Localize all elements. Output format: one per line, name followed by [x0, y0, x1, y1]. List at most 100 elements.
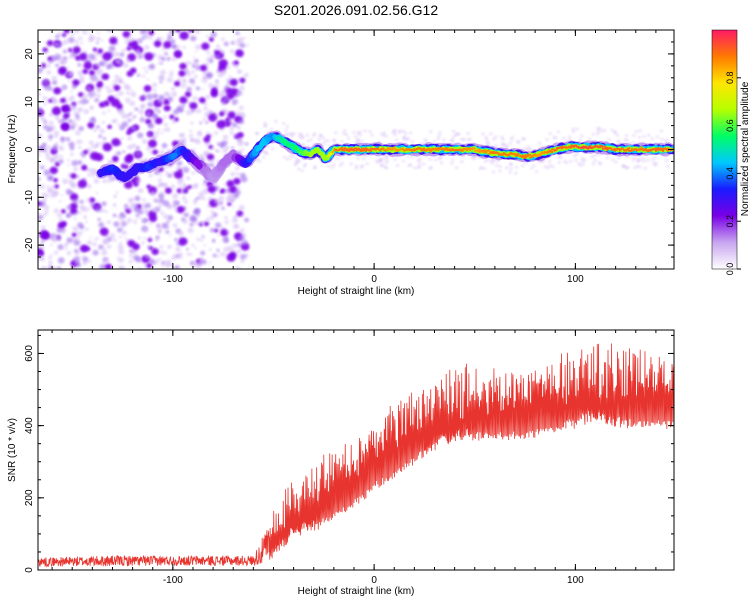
spectrogram-noise-blob: [438, 157, 441, 159]
spectrogram-noise-blob: [48, 60, 52, 63]
spectrogram-noise-blob: [58, 159, 63, 164]
spectrogram-noise-blob: [350, 163, 353, 165]
spectrogram-noise-blob: [188, 185, 192, 189]
spectrogram-noise-blob: [90, 107, 93, 110]
spectrogram-noise-blob: [136, 257, 142, 263]
spectrogram-noise-blob: [92, 93, 96, 97]
spectrogram-noise-blob: [182, 104, 185, 107]
spectrogram-noise-blob: [193, 56, 195, 58]
spectrogram-noise-blob: [102, 179, 107, 184]
spectrogram-noise-blob: [557, 131, 560, 133]
spectrogram-noise-blob: [96, 94, 100, 98]
spectrogram-noise-blob: [202, 118, 205, 121]
spectrogram-noise-blob: [126, 154, 133, 161]
spectrogram-noise-blob: [91, 90, 94, 93]
spectrogram-noise-blob: [36, 67, 43, 73]
spectrogram-noise-blob: [569, 160, 572, 162]
spectrogram-noise-blob: [188, 228, 194, 234]
spectrogram-noise-blob: [438, 132, 441, 134]
spectrogram-noise-blob: [117, 123, 120, 125]
spectrogram-noise-blob: [61, 137, 66, 141]
spectrogram-noise-blob: [226, 189, 231, 193]
spectrogram-noise-blob: [402, 160, 405, 162]
spectrogram-noise-blob: [217, 234, 220, 236]
spectrogram-noise-blob: [216, 255, 219, 258]
spectrogram-noise-blob: [52, 146, 58, 151]
spectrogram-noise-blob: [205, 218, 210, 222]
spectrogram-noise-blob: [527, 146, 530, 148]
spectrogram-noise-blob: [134, 196, 140, 201]
spectrogram-noise-blob: [127, 71, 134, 77]
spectrogram-noise-blob: [187, 252, 191, 255]
spectrogram-noise-blob: [133, 115, 136, 118]
colorbar-tick-label: 0.4: [725, 167, 735, 180]
spectrogram-noise-blob: [38, 163, 40, 165]
spectrogram-noise-blob: [42, 96, 47, 100]
spectrogram-noise-blob: [189, 78, 195, 83]
spectrogram-noise-blob: [108, 110, 111, 112]
spectrogram-noise-blob: [559, 156, 562, 158]
spectrogram-noise-blob: [529, 148, 532, 150]
spectrogram-noise-blob: [573, 154, 576, 156]
spectrogram-noise-blob: [194, 198, 197, 201]
spectrogram-noise-blob: [652, 162, 655, 164]
spectrogram-noise-blob: [127, 145, 132, 150]
spectrogram-noise-blob: [85, 221, 88, 223]
spectrogram-noise-blob: [177, 180, 182, 185]
spectrogram-noise-blob: [55, 64, 59, 68]
spectrogram-noise-blob: [205, 95, 210, 99]
spectrogram-noise-blob: [163, 214, 169, 219]
spectrogram-noise-blob: [241, 176, 248, 182]
spectrogram-noise-blob: [223, 96, 230, 102]
spectrogram-noise-blob: [67, 159, 70, 162]
colorbar-label: Normalized spectral amplitude: [740, 81, 750, 216]
spectrogram-noise-blob: [237, 127, 240, 130]
spectrogram-noise-blob: [141, 95, 146, 100]
spectrogram-noise-blob: [533, 164, 536, 166]
spectrogram-noise-blob: [366, 163, 369, 165]
spectrogram-noise-blob: [73, 46, 81, 53]
spectrogram-noise-blob: [172, 200, 177, 205]
spectrogram-noise-blob: [149, 258, 154, 263]
spectrogram-noise-blob: [264, 125, 267, 127]
spectrogram-noise-blob: [460, 160, 463, 162]
spectrogram-noise-blob: [200, 239, 203, 242]
spectrogram-noise-blob: [61, 194, 63, 196]
spectrogram-noise-blob: [136, 146, 140, 150]
spectrogram-noise-blob: [88, 33, 91, 35]
spectrogram-noise-blob: [100, 228, 109, 236]
spectrogram-noise-blob: [206, 135, 210, 139]
spectrogram-noise-blob: [301, 135, 304, 137]
spectrogram-noise-blob: [94, 238, 97, 241]
spectrogram-noise-blob: [52, 107, 61, 116]
spectrogram-y-tick-label: -20: [24, 237, 35, 252]
spectrogram-ridge-segment: [523, 156, 525, 157]
spectrogram-noise-blob: [51, 76, 56, 81]
spectrogram-noise-blob: [114, 85, 121, 91]
spectrogram-noise-blob: [406, 139, 409, 141]
spectrogram-noise-blob: [222, 148, 228, 153]
spectrogram-noise-blob: [165, 230, 169, 234]
snr-y-tick-label: 0: [24, 567, 35, 573]
spectrogram-noise-blob: [92, 250, 98, 256]
spectrogram-noise-blob: [549, 133, 552, 135]
spectrogram-ridge-segment: [313, 151, 315, 152]
spectrogram-noise-blob: [509, 142, 512, 144]
spectrogram-noise-blob: [229, 252, 237, 259]
spectrogram-noise-blob: [492, 171, 495, 173]
colorbar-tick-label: 0.2: [725, 215, 735, 228]
spectrogram-noise-blob: [137, 132, 143, 138]
spectrogram-noise-blob: [548, 160, 551, 162]
spectrogram-noise-blob: [241, 214, 244, 217]
spectrogram-noise-blob: [581, 160, 584, 162]
spectrogram-noise-blob: [295, 158, 298, 160]
spectrogram-noise-blob: [167, 77, 173, 83]
snr-y-tick-label: 200: [24, 489, 35, 506]
spectrogram-noise-blob: [158, 61, 161, 64]
spectrogram-noise-blob: [452, 130, 455, 132]
spectrogram-noise-blob: [343, 130, 346, 132]
spectrogram-noise-blob: [417, 166, 420, 168]
spectrogram-noise-blob: [411, 155, 414, 157]
spectrogram-noise-blob: [62, 66, 65, 68]
spectrogram-noise-blob: [500, 136, 503, 138]
